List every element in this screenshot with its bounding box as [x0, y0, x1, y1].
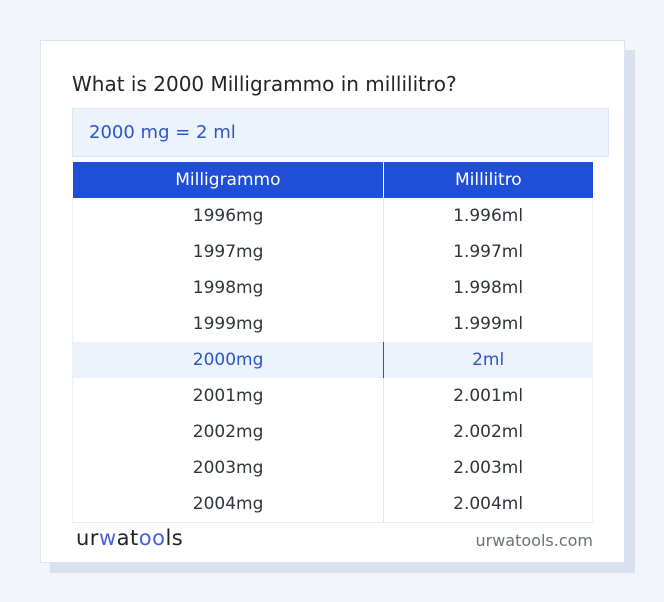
cell-millilitro: 2ml [383, 342, 593, 378]
cell-millilitro: 1.999ml [383, 306, 593, 342]
table-row: 1997mg 1.997ml [71, 234, 593, 270]
cell-millilitro: 2.002ml [383, 414, 593, 450]
cell-milligrammo: 2000mg [71, 342, 384, 378]
column-header-milligrammo: Milligrammo [72, 162, 384, 198]
column-header-millilitro: Millilitro [383, 162, 593, 198]
conversion-card: What is 2000 Milligrammo in millilitro? … [40, 40, 625, 563]
cell-millilitro: 1.998ml [383, 270, 593, 306]
conversion-table: Milligrammo Millilitro 1996mg 1.996ml 19… [71, 162, 593, 523]
cell-milligrammo: 2003mg [71, 450, 384, 486]
cell-milligrammo: 1997mg [71, 234, 384, 270]
table-header-row: Milligrammo Millilitro [72, 162, 593, 198]
cell-milligrammo: 2002mg [71, 414, 384, 450]
urwatools-logo: urwatools [76, 526, 184, 550]
cell-milligrammo: 2004mg [71, 486, 384, 523]
cell-milligrammo: 2001mg [71, 378, 384, 414]
table-row: 2001mg 2.001ml [71, 378, 593, 414]
table-row: 2004mg 2.004ml [71, 486, 593, 523]
conversion-result: 2000 mg = 2 ml [72, 108, 609, 157]
table-row: 1999mg 1.999ml [71, 306, 593, 342]
page-title: What is 2000 Milligrammo in millilitro? [72, 72, 457, 96]
table-row: 1996mg 1.996ml [71, 198, 593, 234]
table-row: 1998mg 1.998ml [71, 270, 593, 306]
table-row: 2002mg 2.002ml [71, 414, 593, 450]
cell-millilitro: 2.003ml [383, 450, 593, 486]
table-row-highlighted: 2000mg 2ml [71, 342, 593, 378]
cell-milligrammo: 1996mg [71, 198, 384, 234]
conversion-result-text: 2000 mg = 2 ml [89, 122, 236, 143]
cell-millilitro: 2.001ml [383, 378, 593, 414]
cell-milligrammo: 1999mg [71, 306, 384, 342]
cell-millilitro: 1.997ml [383, 234, 593, 270]
cell-millilitro: 2.004ml [383, 486, 593, 523]
cell-millilitro: 1.996ml [383, 198, 593, 234]
table-row: 2003mg 2.003ml [71, 450, 593, 486]
cell-milligrammo: 1998mg [71, 270, 384, 306]
site-url: urwatools.com [475, 531, 594, 550]
